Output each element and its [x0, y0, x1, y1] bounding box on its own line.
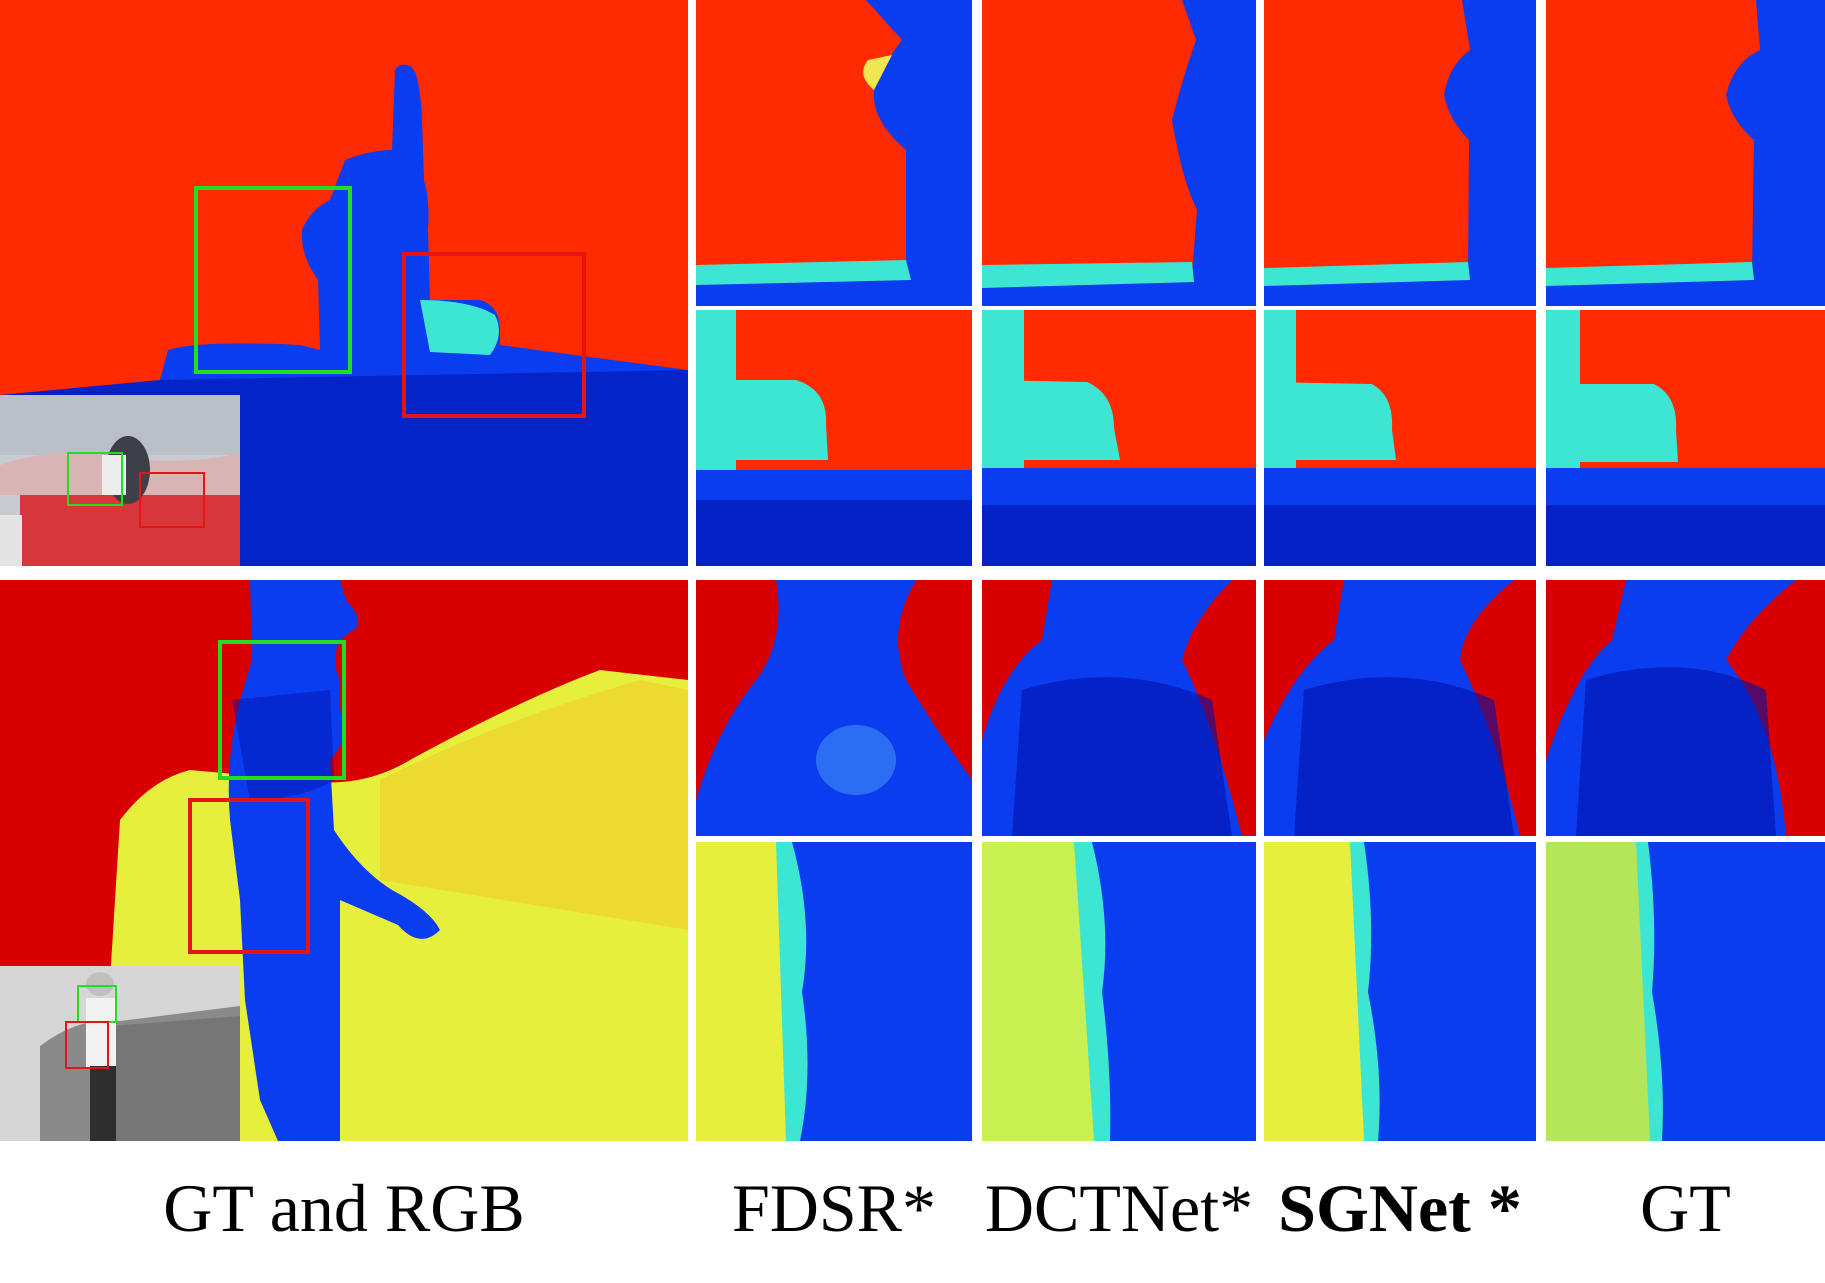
caption-gt-and-rgb: GT and RGB	[163, 1170, 525, 1246]
gt-crop-2a	[1546, 580, 1825, 836]
sgnet-crop-1b	[1264, 310, 1536, 566]
gt-crop-2b	[1546, 842, 1825, 1141]
caption-fdsr: FDSR*	[731, 1170, 937, 1246]
gt-depth-map-scene-2	[0, 580, 688, 1141]
caption-sgnet: SGNet *	[1278, 1170, 1522, 1246]
caption-gt: GT	[1640, 1170, 1731, 1246]
dctnet-crop-1b	[982, 310, 1256, 566]
rgb-inset-scene-1	[0, 395, 240, 566]
caption-dctnet: DCTNet*	[984, 1170, 1254, 1246]
sgnet-crop-2a	[1264, 580, 1536, 836]
gt-crop-1b	[1546, 310, 1825, 566]
fdsr-crop-2b	[696, 842, 972, 1141]
rgb-inset-scene-2	[0, 966, 240, 1141]
dctnet-crop-1a	[982, 0, 1256, 306]
dctnet-crop-2b	[982, 842, 1256, 1141]
gt-crop-1a	[1546, 0, 1825, 306]
fdsr-crop-1b	[696, 310, 972, 566]
sgnet-crop-2b	[1264, 842, 1536, 1141]
dctnet-crop-2a	[982, 580, 1256, 836]
fdsr-crop-1a	[696, 0, 972, 306]
sgnet-crop-1a	[1264, 0, 1536, 306]
fdsr-crop-2a	[696, 580, 972, 836]
gt-depth-map-scene-1	[0, 0, 688, 566]
